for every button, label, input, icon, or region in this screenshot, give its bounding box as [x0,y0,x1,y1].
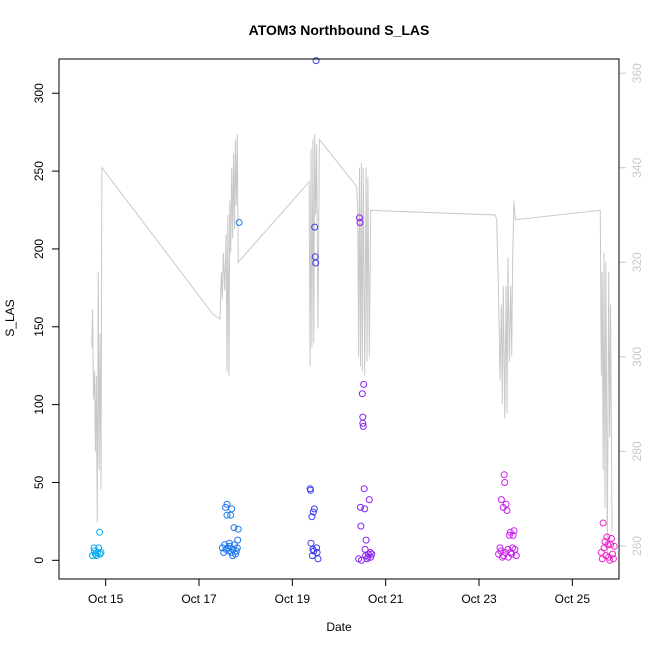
x-tick-label: Oct 15 [88,592,124,606]
data-point [368,550,376,558]
y2-tick-label: 340 [630,157,644,177]
x-tick-label: Oct 21 [368,592,404,606]
data-point [233,544,241,552]
y-tick-label: 50 [32,475,46,489]
data-point [496,544,504,552]
data-point [507,549,515,556]
x-tick-label: Oct 25 [555,592,591,606]
data-point [310,505,318,513]
data-point [309,508,317,516]
plot-frame [58,58,620,580]
data-point [598,555,606,563]
data-point [314,555,322,563]
x-tick-label: Oct 19 [275,592,311,606]
data-point [610,542,618,550]
y2-tick-label: 280 [630,441,644,461]
x-axis-label: Date [326,620,352,634]
data-point [608,535,615,542]
data-point [356,214,363,222]
y-tick-label: 0 [32,557,46,564]
axis-layer: Oct 15 Oct 17 Oct 19 Oct 21 Oct 23 Oct 25 0 50 1… [32,63,644,606]
data-point [503,507,511,514]
data-point [609,555,617,563]
data-point [609,550,616,558]
data-point [360,485,368,493]
data-point [223,511,231,519]
data-point [360,380,368,388]
data-point [500,471,508,479]
data-point [232,547,240,555]
data-point [308,513,316,521]
data-point [600,544,608,552]
data-point [96,528,104,536]
data-point [497,496,505,504]
data-point [97,549,105,556]
x-tick-label: Oct 17 [181,592,217,606]
data-point [357,522,365,530]
data-point [365,496,373,504]
y2-tick-label: 320 [630,252,644,272]
data-point [92,552,100,560]
y-axis-label: S_LAS [3,299,17,336]
y2-tick-label: 300 [630,346,644,366]
data-point [307,539,315,547]
data-point [91,547,98,555]
data-point [225,539,233,547]
y-tick-label: 100 [32,394,46,414]
data-point [362,536,370,544]
data-point [312,259,320,267]
data-point [510,527,518,535]
data-point [228,505,236,513]
data-point [312,57,320,65]
chart-title: ATOM3 Northbound S_LAS [249,22,430,38]
y-tick-label: 300 [32,83,46,103]
y2-tick-label: 360 [630,63,644,83]
data-point [307,486,314,494]
series-line [91,134,613,556]
x-tick-label: Oct 23 [461,592,497,606]
data-point [501,479,509,486]
data-point [227,511,235,519]
data-point [603,533,611,541]
data-point [356,219,364,226]
data-point [512,552,520,560]
data-point [509,531,517,539]
y2-tick-label: 260 [630,536,644,556]
data-point [497,547,505,555]
data-point [361,505,369,513]
y-tick-label: 250 [32,161,46,181]
data-point [599,519,607,527]
data-point [359,413,367,421]
data-point [223,500,231,508]
y-tick-label: 150 [32,316,46,336]
data-point [230,524,238,532]
data-point [311,223,319,231]
data-point [231,550,239,558]
data-point [358,390,366,398]
data-point [604,541,612,549]
data-point [222,545,230,553]
data-point [359,422,367,430]
point-layer [89,57,618,564]
secondary-line-layer [91,134,613,556]
data-point [606,556,614,564]
data-point [367,553,375,561]
data-point [359,419,367,427]
data-point [235,219,243,226]
data-point [357,503,364,511]
data-point [234,525,242,533]
data-point [313,544,321,552]
data-point [505,531,513,539]
y-tick-label: 200 [32,239,46,259]
data-point [366,549,374,556]
data-point [309,545,317,553]
data-point [234,536,242,544]
